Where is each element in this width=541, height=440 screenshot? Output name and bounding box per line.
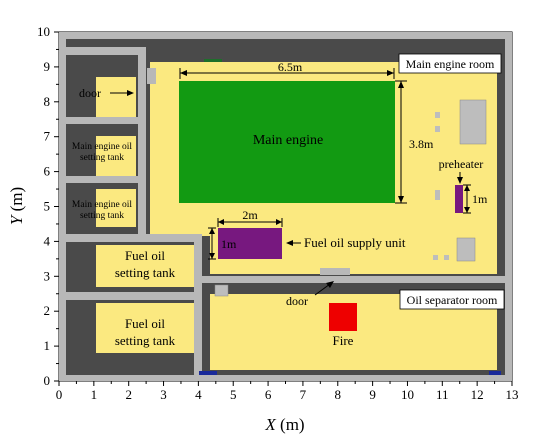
y-tick-label: 5 (44, 199, 51, 214)
preheater-label: preheater (439, 157, 484, 171)
x-tick-label: 3 (160, 387, 167, 402)
wall-vertical-left-column (138, 47, 146, 237)
x-axis-label: X (m) (264, 415, 304, 434)
wall-fuel-tank-top (66, 234, 200, 242)
x-tick-label: 11 (436, 387, 449, 402)
dim-1m-supply-label: 1m (221, 237, 237, 251)
fire-label: Fire (333, 333, 354, 348)
x-tick-label: 0 (56, 387, 63, 402)
fuel-oil-tank-1-line2: setting tank (115, 265, 176, 280)
fuel-oil-supply-unit (218, 228, 282, 259)
wall-fuel-tank-right (194, 234, 202, 376)
x-tick-label: 1 (91, 387, 98, 402)
dim-6-5m-label: 6.5m (278, 60, 303, 74)
pointer-arrows (110, 90, 463, 296)
axis-ticks (54, 31, 513, 386)
y-tick-label: 0 (44, 373, 51, 388)
fuel-oil-tank-2-line2: setting tank (115, 333, 176, 348)
preheater (455, 185, 463, 213)
door-top-label: door (79, 86, 101, 100)
fuel-oil-tank-1-line1: Fuel oil (125, 248, 165, 263)
x-tick-label: 13 (506, 387, 519, 402)
door-room-floor (96, 77, 136, 117)
x-tick-label: 5 (230, 387, 237, 402)
dim-1m-preheater-label: 1m (472, 192, 488, 206)
main-engine-oil-tank-2-line2: setting tank (80, 211, 124, 221)
y-tick-label: 9 (44, 59, 51, 74)
wall-bottom (203, 378, 503, 381)
wall-fuel-tank-divider (66, 292, 200, 300)
machinery-box-small (456, 237, 476, 262)
y-tick-label: 1 (44, 338, 51, 353)
x-tick-label: 2 (125, 387, 132, 402)
fuel-oil-supply-unit-label: Fuel oil supply unit (304, 235, 406, 250)
machinery-bit-1 (435, 112, 440, 118)
fuel-oil-tank-2-line1: Fuel oil (125, 316, 165, 331)
dim-2m-label: 2m (242, 208, 258, 222)
y-tick-label: 6 (44, 164, 51, 179)
fire-source (329, 303, 357, 331)
fuel-oil-tank-2-floor (96, 303, 194, 353)
machinery-bit-5 (444, 255, 449, 260)
y-tick-label: 4 (44, 233, 51, 248)
y-tick-label: 8 (44, 94, 51, 109)
separator-box (214, 284, 229, 297)
x-tick-label: 8 (335, 387, 342, 402)
x-tick-label: 4 (195, 387, 202, 402)
wall-top-left (66, 47, 146, 55)
machinery-bit-2 (435, 126, 440, 132)
machinery-bit-3 (435, 190, 440, 200)
vent-bottom-left (199, 371, 217, 375)
main-engine-oil-tank-2-line1: Main engine oil (72, 200, 133, 210)
machinery-box-large (459, 99, 487, 145)
oil-separator-room-label: Oil separator room (407, 293, 498, 307)
x-tick-label: 12 (471, 387, 484, 402)
machinery-bit-4 (433, 255, 438, 260)
door-top-frame (147, 68, 156, 84)
x-tick-label: 6 (265, 387, 272, 402)
fuel-oil-tank-1-floor (96, 245, 194, 287)
main-engine-room-label: Main engine room (406, 57, 495, 71)
y-axis-label: Y (m) (7, 187, 26, 225)
ship-layout (59, 32, 512, 381)
main-engine-oil-tank-1-floor (96, 136, 136, 176)
wall-tank-divider-1 (66, 117, 144, 124)
dimension-arrowheads (180, 70, 470, 259)
x-tick-label: 10 (401, 387, 414, 402)
oil-separator-room-floor (210, 294, 497, 370)
main-engine-block (179, 81, 395, 203)
main-engine-oil-tank-2-floor (96, 189, 136, 227)
vent-top (204, 59, 222, 62)
y-tick-label: 10 (37, 24, 50, 39)
x-tick-label: 9 (369, 387, 376, 402)
vent-bottom-right (489, 371, 501, 375)
dim-3-8m-label: 3.8m (409, 137, 434, 151)
wall-separator-room-top (202, 276, 505, 283)
main-engine-room-label-box (398, 53, 502, 74)
y-tick-label: 2 (44, 303, 51, 318)
wall-tank-divider-2 (66, 176, 144, 183)
door-bottom-frame (320, 268, 350, 275)
text-labels: Main engine room Oil separator room Main… (72, 57, 498, 348)
y-tick-label: 3 (44, 268, 51, 283)
main-engine-label: Main engine (253, 133, 323, 148)
x-tick-label: 7 (300, 387, 307, 402)
oil-separator-room-label-box (399, 289, 505, 310)
door-bottom-label: door (286, 294, 308, 308)
y-tick-label: 7 (44, 129, 51, 144)
main-engine-oil-tank-1-line1: Main engine oil (72, 142, 133, 152)
main-engine-oil-tank-1-line2: setting tank (80, 153, 124, 163)
